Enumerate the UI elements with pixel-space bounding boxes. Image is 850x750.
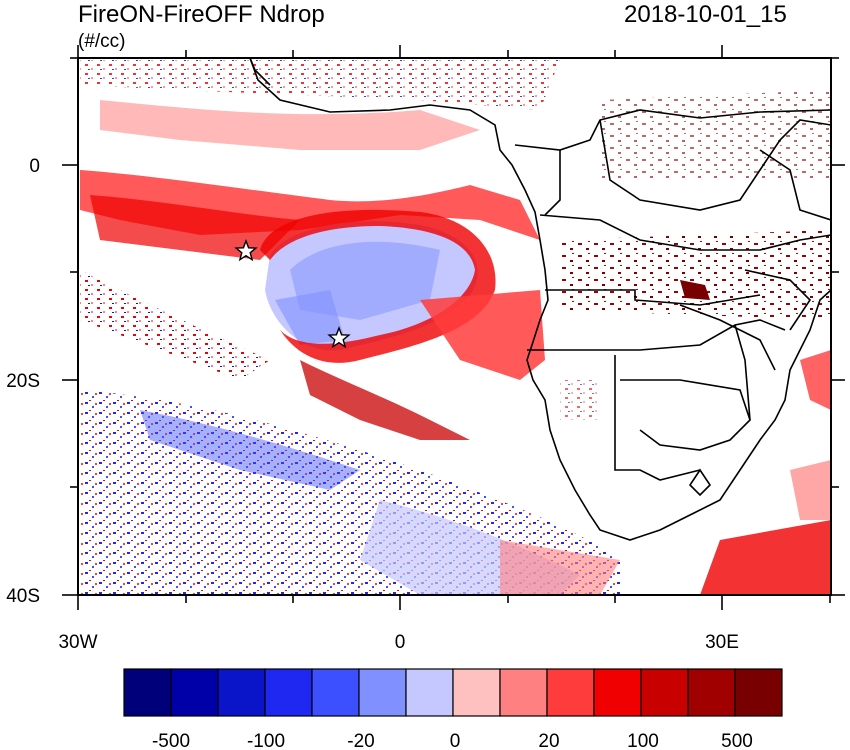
colorbar-box xyxy=(170,668,219,717)
colorbar-box xyxy=(499,668,548,717)
tick-marks xyxy=(62,45,845,610)
colorbar-label: 500 xyxy=(721,731,753,750)
colorbar-box xyxy=(452,668,501,717)
star-marker-2 xyxy=(327,326,351,349)
colorbar-box xyxy=(405,668,454,717)
lat-label-20s: 20S xyxy=(6,371,40,392)
lon-label-0: 0 xyxy=(395,632,406,653)
colorbar-box xyxy=(546,668,595,717)
colorbar xyxy=(123,668,783,717)
colorbar-box xyxy=(311,668,360,717)
star-marker-1 xyxy=(234,239,258,262)
colorbar-box xyxy=(593,668,642,717)
colorbar-box xyxy=(640,668,689,717)
map-frame xyxy=(77,57,832,596)
colorbar-box xyxy=(687,668,736,717)
colorbar-box xyxy=(734,668,783,717)
colorbar-box xyxy=(123,668,172,717)
datetime-label: 2018-10-01_15 xyxy=(624,1,787,28)
colorbar-box xyxy=(358,668,407,717)
colorbar-label: -20 xyxy=(347,731,374,750)
coastlines xyxy=(249,58,831,541)
colorbar-label: -100 xyxy=(247,731,285,750)
colorbar-label: 20 xyxy=(538,731,559,750)
difference-field xyxy=(78,58,831,595)
colorbar-labels: -500 -100 -20 0 20 100 500 xyxy=(152,731,753,750)
colorbar-label: 0 xyxy=(450,731,461,750)
lat-label-40s: 40S xyxy=(6,586,40,607)
units-label: (#/cc) xyxy=(78,31,126,52)
map-title: FireON-FireOFF Ndrop xyxy=(78,1,325,28)
colorbar-box xyxy=(264,668,313,717)
lon-label-30e: 30E xyxy=(705,632,739,653)
colorbar-box xyxy=(217,668,266,717)
lat-label-0: 0 xyxy=(29,156,40,177)
colorbar-label: -500 xyxy=(152,731,190,750)
colorbar-label: 100 xyxy=(627,731,659,750)
lon-label-30w: 30W xyxy=(58,632,97,653)
